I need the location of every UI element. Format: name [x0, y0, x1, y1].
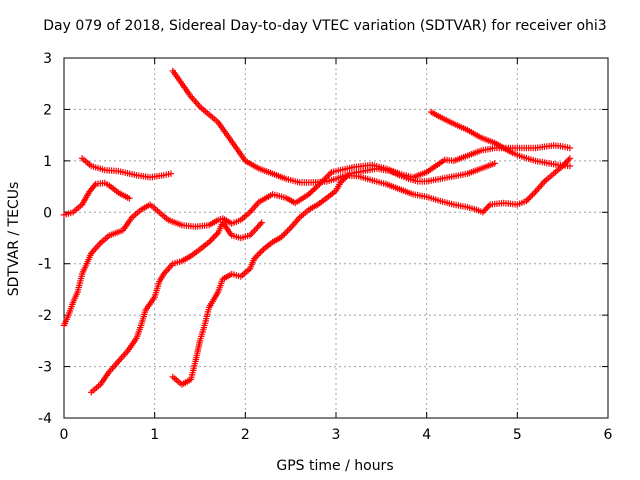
data-series-1 [60, 179, 133, 219]
x-tick-label: 1 [150, 427, 159, 443]
data-series-7 [428, 108, 574, 170]
data-series-5 [88, 219, 265, 396]
y-tick-label: 1 [43, 154, 52, 170]
series-markers [60, 142, 574, 329]
x-tick-label: 0 [60, 427, 69, 443]
y-tick-label: 3 [43, 51, 52, 67]
series-markers [78, 155, 175, 181]
x-tick-label: 2 [241, 427, 250, 443]
y-tick-label: -3 [38, 360, 52, 376]
x-axis-label: GPS time / hours [276, 458, 393, 474]
y-tick-label: 2 [43, 102, 52, 118]
series-markers [88, 219, 265, 396]
grid [64, 58, 608, 418]
x-tick-label: 3 [332, 427, 341, 443]
y-tick-label: -1 [38, 257, 52, 273]
chart-title: Day 079 of 2018, Sidereal Day-to-day VTE… [43, 18, 606, 34]
series-markers [169, 160, 498, 388]
series-layer [60, 67, 574, 396]
data-series-2 [78, 155, 175, 181]
series-markers [428, 108, 574, 170]
data-series-6 [169, 160, 498, 388]
axis-ticks: 0 1 2 3 4 5 6 -4 -3 -2 -1 0 1 2 3 [38, 51, 613, 443]
series-markers [169, 67, 574, 216]
x-tick-label: 6 [604, 427, 613, 443]
y-tick-label: 0 [43, 205, 52, 221]
x-tick-label: 5 [513, 427, 522, 443]
x-tick-label: 4 [422, 427, 431, 443]
data-series-4 [169, 67, 574, 216]
data-series-3 [60, 142, 574, 329]
y-tick-label: -4 [38, 411, 52, 427]
series-markers [60, 179, 133, 219]
y-axis-label: SDTVAR / TECUs [6, 182, 22, 297]
y-tick-label: -2 [38, 308, 52, 324]
